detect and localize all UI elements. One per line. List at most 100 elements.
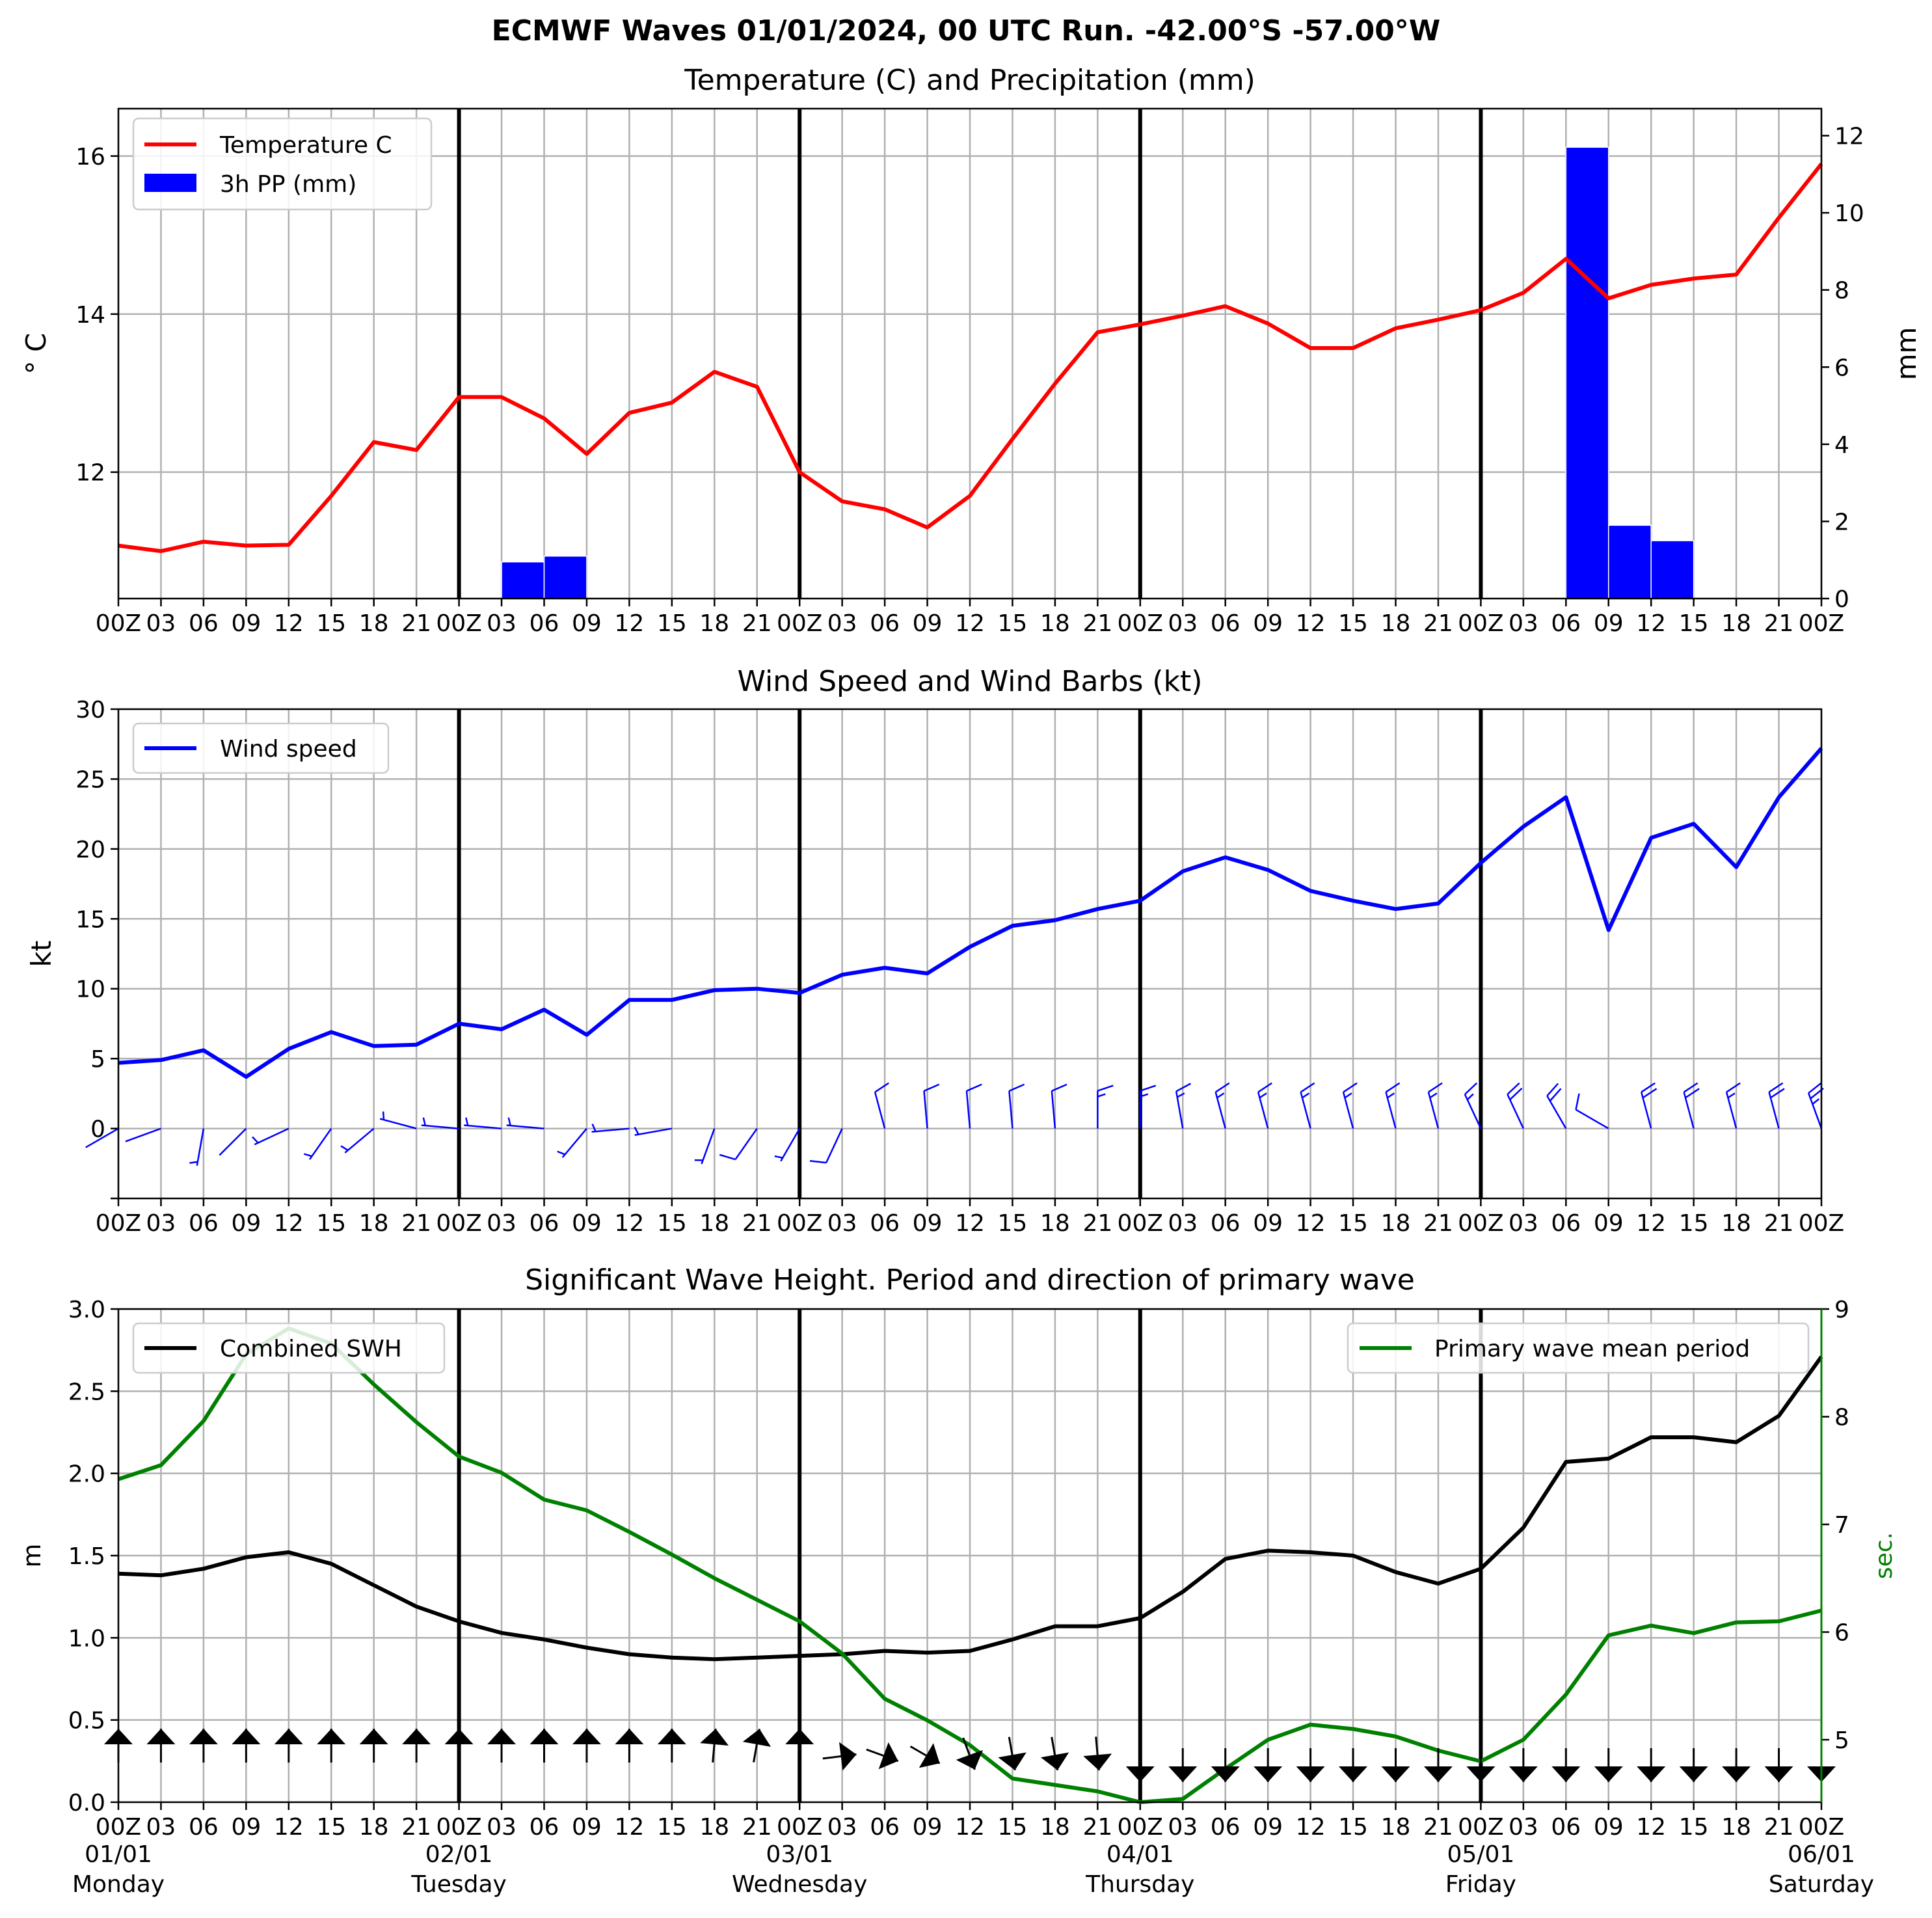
x-tick-label: 06 [870, 610, 900, 637]
barb-half [303, 1153, 312, 1157]
wind-speed-line [118, 747, 1823, 1079]
arrow-head [998, 1752, 1026, 1770]
wave-direction-arrow [1381, 1748, 1410, 1782]
barb-half [1140, 1093, 1149, 1098]
wind-barb [1427, 1082, 1443, 1129]
wave-direction-arrow [1040, 1736, 1069, 1771]
barb-half [189, 1161, 198, 1164]
wave-panel: Significant Wave Height. Period and dire… [18, 1263, 1898, 1898]
x-tick-label: 12 [1636, 610, 1666, 637]
x-tick-label: 03 [1168, 1814, 1198, 1841]
period-line [118, 1326, 1822, 1804]
x-tick-label: 21 [1423, 1814, 1453, 1841]
x-tick-label: 06 [1211, 610, 1241, 637]
y-tick-label: 0 [90, 1116, 105, 1143]
x-tick-label: 06 [1211, 1210, 1241, 1237]
x-tick-label: 15 [1679, 610, 1709, 637]
x-tick-label: 03 [487, 1210, 517, 1237]
barb-shaft [1683, 1092, 1695, 1129]
x-tick-label: 00Z [1458, 1814, 1503, 1841]
x-tick-label: 09 [1253, 1814, 1283, 1841]
wind-barb [1575, 1093, 1609, 1129]
y-tick-label: 0.5 [68, 1708, 105, 1735]
x-tick-label: 18 [1721, 610, 1751, 637]
arrow-head [317, 1729, 346, 1745]
x-tick-label: 21 [401, 1814, 431, 1841]
x-tick-label: 06 [189, 1210, 219, 1237]
legend-swatch-precip [144, 174, 196, 192]
wave-direction-arrow [1764, 1748, 1793, 1782]
y2-tick-label: 12 [1834, 124, 1864, 150]
barb-shaft [965, 1090, 971, 1129]
x-tick-label: 18 [1721, 1814, 1751, 1841]
y-tick-label: 15 [75, 906, 105, 933]
x-tick-label: 09 [572, 1210, 602, 1237]
x-tick-label: 00Z [96, 1814, 141, 1841]
barb-half [1097, 1093, 1106, 1098]
barb-shaft [1257, 1092, 1269, 1129]
barb-half [340, 1145, 349, 1152]
barb-flag [1808, 1082, 1822, 1094]
barb-shaft [1640, 1092, 1652, 1129]
barb-shaft [125, 1128, 161, 1142]
y-tick-label: 16 [75, 144, 105, 170]
wave-direction-arrow [785, 1729, 814, 1763]
y2-axis-label: mm [1890, 327, 1922, 381]
x-tick-label: 06 [530, 1210, 559, 1237]
x-tick-label: 15 [1338, 1814, 1368, 1841]
x-tick-label: 00Z [777, 1210, 822, 1237]
barb-flag [1642, 1088, 1657, 1099]
barb-half [1259, 1092, 1267, 1099]
x-tick-label: 21 [1082, 1210, 1112, 1237]
barb-shaft [464, 1124, 502, 1129]
x-tick-label: 03 [827, 1210, 857, 1237]
y-tick-label: 1.0 [68, 1625, 105, 1652]
x-tick-label: 12 [1296, 1814, 1326, 1841]
barb-shaft [701, 1128, 716, 1165]
arrow-head [1254, 1766, 1283, 1782]
arrow-head [487, 1729, 517, 1745]
wind-barb [1257, 1082, 1272, 1129]
wind-barb [1683, 1082, 1700, 1129]
barb-half [634, 1126, 639, 1135]
x-tick-label: 09 [1594, 1814, 1624, 1841]
wave-direction-arrow [998, 1736, 1026, 1771]
wave-direction-arrow [1722, 1748, 1751, 1782]
wave-direction-arrow [444, 1729, 474, 1763]
wind-barb [965, 1083, 982, 1129]
x-tick-label: 12 [614, 610, 644, 637]
y-tick-label: 2.5 [68, 1379, 105, 1405]
arrow-head [1509, 1766, 1538, 1782]
x-tick-label: 15 [998, 1814, 1028, 1841]
y-tick-label: 30 [75, 697, 105, 723]
arrow-head [839, 1742, 857, 1771]
barb-flag [1097, 1085, 1114, 1092]
x-tick-label: 06 [1551, 610, 1581, 637]
wind-barb [85, 1128, 119, 1148]
barb-flag [1509, 1087, 1523, 1101]
wind-barb [591, 1124, 630, 1133]
arrow-head [700, 1729, 729, 1746]
wave-direction-arrow [1339, 1748, 1368, 1782]
x-tick-label: 03 [1168, 610, 1198, 637]
legend-box-left [132, 1322, 446, 1374]
legend-label-swh: Combined SWH [220, 1336, 402, 1362]
x-tick-label: 06 [1211, 1814, 1241, 1841]
barb-flag [1008, 1083, 1025, 1092]
x-tick-label: 18 [359, 610, 389, 637]
legend-box-right [1347, 1322, 1810, 1374]
wind-barb [719, 1128, 758, 1161]
temperature-precip-panel: Temperature (C) and Precipitation (mm) 12… [20, 64, 1922, 637]
barb-flag [1175, 1083, 1192, 1092]
x-tick-label: 21 [1764, 610, 1794, 637]
barb-shaft [1342, 1092, 1354, 1129]
panel-title: Significant Wave Height. Period and dire… [525, 1263, 1415, 1297]
wave-direction-arrow [1466, 1748, 1496, 1782]
wind-barb [219, 1128, 247, 1156]
precip-bar [543, 556, 587, 599]
x-tick-label: 15 [316, 1210, 346, 1237]
x-tick-label: 06 [530, 610, 559, 637]
wind-barb [1385, 1082, 1401, 1129]
x-tick-label: 18 [359, 1210, 389, 1237]
x-tick-label: 06 [189, 610, 219, 637]
